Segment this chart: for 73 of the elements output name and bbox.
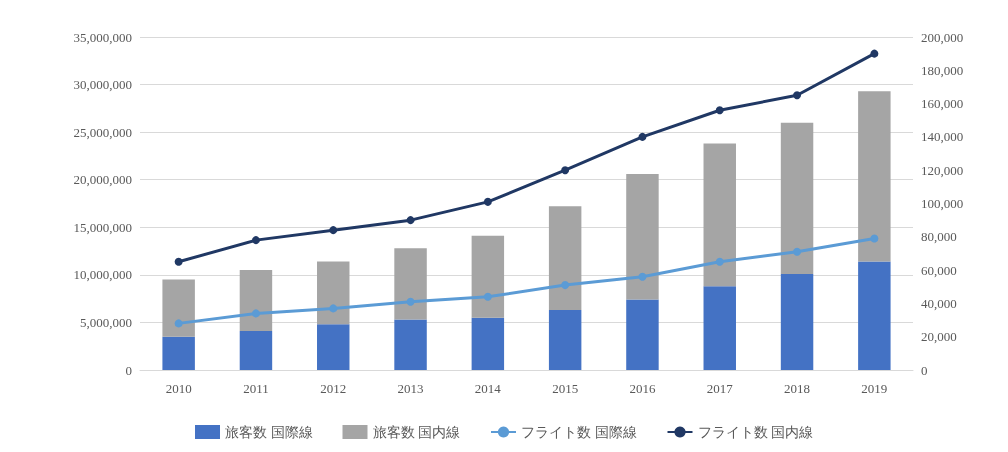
bar (626, 174, 659, 300)
point (870, 234, 879, 243)
bar (626, 299, 659, 370)
y-tick-label: 25,000,000 (73, 124, 132, 140)
bar (162, 336, 195, 370)
bar (548, 310, 582, 370)
bar (858, 91, 891, 262)
point (174, 319, 183, 328)
bar (471, 235, 505, 318)
point (251, 236, 260, 245)
x-tick-label: 2011 (243, 381, 269, 396)
bar (317, 261, 350, 325)
point (870, 49, 879, 58)
bar (703, 286, 736, 370)
y-tick-label: 20,000,000 (73, 172, 132, 188)
y-tick-label: 35,000,000 (73, 29, 132, 45)
y2-tick-label: 180,000 (921, 62, 964, 78)
bar (858, 261, 891, 370)
bar (394, 248, 427, 320)
bar (394, 319, 427, 370)
y-tick-label: 5,000,000 (80, 314, 132, 330)
point (483, 292, 492, 301)
y2-tick-label: 60,000 (921, 262, 957, 278)
x-tick-label: 2010 (165, 381, 192, 396)
point (329, 304, 338, 313)
bar (548, 206, 582, 311)
legend-label: フライト数 国内線 (697, 424, 813, 440)
y2-tick-label: 160,000 (921, 96, 964, 112)
bar (471, 317, 505, 370)
x-tick-label: 2012 (320, 381, 347, 396)
y2-tick-label: 100,000 (921, 196, 964, 211)
y2-tick-label: 40,000 (921, 295, 957, 311)
x-tick-label: 2019 (861, 381, 888, 396)
y2-tick-label: 140,000 (921, 129, 964, 145)
bar (162, 279, 195, 337)
point (406, 297, 415, 306)
y2-tick-label: 120,000 (921, 162, 964, 178)
point (174, 257, 183, 266)
bar (317, 324, 350, 370)
legend-label: フライト数 国際線 (521, 424, 637, 440)
legend-label: 旅客数 国際線 (225, 424, 313, 440)
legend-label: 旅客数 国内線 (372, 424, 460, 440)
bar (780, 122, 814, 274)
bar (239, 270, 273, 331)
y2-tick-label: 20,000 (921, 329, 957, 345)
x-tick-label: 2015 (552, 381, 579, 396)
x-tick-label: 2014 (474, 381, 502, 396)
y-tick-label: 10,000,000 (73, 267, 132, 283)
point (638, 132, 647, 141)
x-tick-label: 2013 (397, 381, 424, 396)
y-tick-label: 30,000,000 (73, 77, 132, 93)
y2-tick-label: 80,000 (921, 229, 957, 245)
point (561, 166, 570, 175)
y-tick-label: 15,000,000 (73, 219, 132, 235)
y2-tick-label: 0 (921, 362, 928, 378)
point (406, 216, 415, 225)
point (561, 281, 570, 290)
point (715, 106, 724, 115)
bar (703, 143, 736, 287)
y2-tick-label: 200,000 (921, 29, 964, 45)
x-tick-label: 2018 (784, 381, 811, 396)
point (715, 257, 724, 266)
bar (780, 273, 814, 370)
point (483, 197, 492, 206)
point (793, 247, 802, 256)
x-tick-label: 2016 (629, 381, 656, 396)
point (251, 309, 260, 318)
y-tick-label: 0 (125, 362, 132, 378)
point (793, 91, 802, 100)
x-tick-label: 2017 (706, 381, 734, 396)
point (329, 226, 338, 235)
bar (239, 330, 273, 370)
point (638, 272, 647, 281)
